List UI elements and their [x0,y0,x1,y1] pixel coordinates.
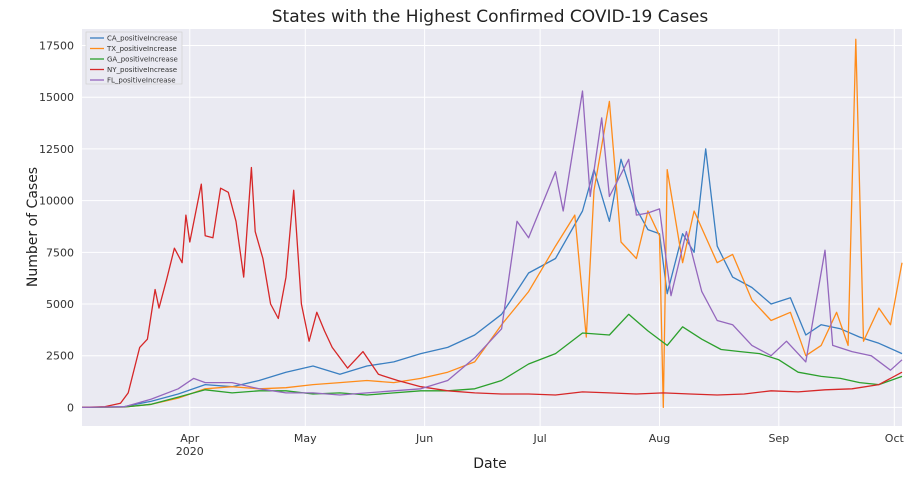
y-tick-label: 5000 [46,298,74,311]
y-tick-label: 15000 [39,91,74,104]
y-tick-label: 2500 [46,350,74,363]
series-line-GA_positiveIncrease [81,313,903,409]
legend: CA_positiveIncrease TX_positiveIncrease GA… [85,31,183,85]
x-tick-label: Jul [532,432,546,445]
grid-lines [82,29,902,426]
x-tick-label: Apr [180,432,200,445]
series-line-CA_positiveIncrease [81,148,903,409]
x-tick-label: May [294,432,317,445]
x-tick-label: Jun [415,432,433,445]
legend-entry: CA_positiveIncrease [107,35,177,43]
legend-box [85,31,183,85]
legend-entry: GA_positiveIncrease [107,56,178,64]
x-tick-label: Sep [768,432,789,445]
y-tick-label: 12500 [39,143,74,156]
x-tick-label: Oct [885,432,905,445]
series-lines [81,38,903,409]
x-tick-label: Aug [649,432,670,445]
y-axis-label: Number of Cases [25,167,41,287]
y-tick-label: 7500 [46,246,74,259]
chart-title: States with the Highest Confirmed COVID-… [272,7,709,27]
legend-entry: TX_positiveIncrease [106,45,177,53]
y-tick-labels: 0 2500 5000 7500 10000 12500 15000 17500 [39,40,74,415]
series-line-NY_positiveIncrease [81,166,903,409]
legend-entry: FL_positiveIncrease [107,77,176,85]
y-tick-label: 0 [67,401,74,414]
series-line-TX_positiveIncrease [81,38,903,409]
x-tick-sublabel: 2020 [176,445,204,458]
y-tick-label: 10000 [39,195,74,208]
x-axis-label: Date [473,456,506,472]
plot-area [82,29,902,426]
y-tick-label: 17500 [39,40,74,53]
series-line-FL_positiveIncrease [81,90,903,409]
legend-entry: NY_positiveIncrease [107,66,177,74]
